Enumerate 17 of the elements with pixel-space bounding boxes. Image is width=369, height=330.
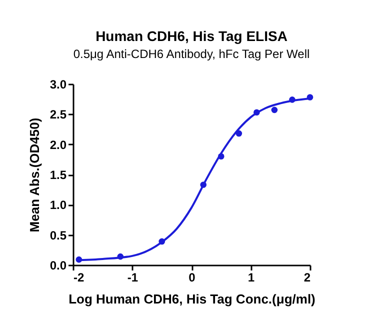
y-tick-label: 0.5 (50, 228, 67, 242)
x-tick-label: 2 (304, 270, 311, 284)
chart-title: Human CDH6, His Tag ELISA (96, 28, 288, 44)
x-tick-label: -2 (74, 270, 84, 284)
y-tick-label: 2.0 (50, 138, 67, 152)
y-tick-label: 0.0 (50, 258, 67, 272)
x-axis-title: Log Human CDH6, His Tag Conc.(μg/ml) (68, 292, 316, 306)
y-tick-label: 2.5 (50, 108, 67, 122)
x-tick-label: 0 (188, 270, 196, 284)
point (271, 106, 278, 114)
y-axis-title: Mean Abs.(OD450) (26, 118, 42, 232)
chart-subtitle: 0.5μg Anti-CDH6 Antibody, hFc Tag Per Well (73, 47, 310, 61)
y-tick-label: 1.5 (50, 168, 67, 182)
y-tick-label: 1.0 (50, 198, 67, 212)
x-tick-label: -1 (127, 270, 138, 284)
x-tick-label: 1 (248, 270, 255, 284)
y-tick-label: 3.0 (50, 78, 67, 92)
